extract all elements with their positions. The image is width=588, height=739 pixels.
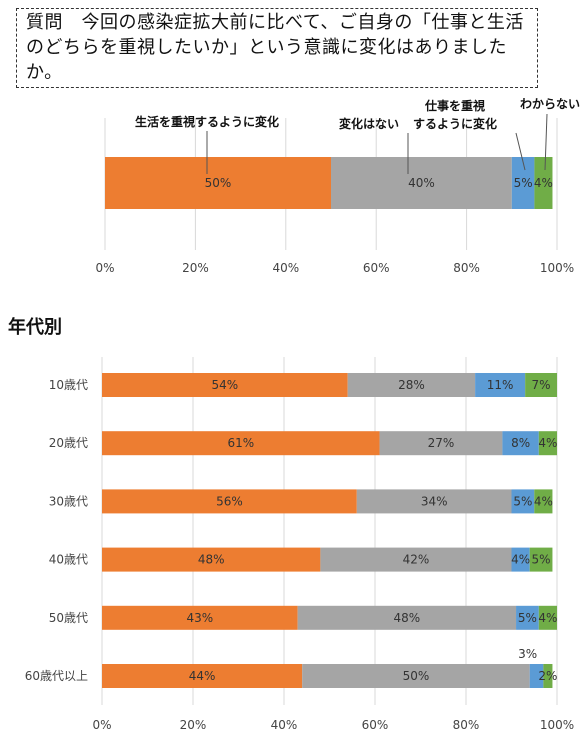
age-data-label-life: 56% bbox=[216, 494, 243, 508]
age-bar-life bbox=[102, 431, 380, 456]
age-bar-life bbox=[102, 489, 357, 514]
age-bar-unknown bbox=[538, 605, 557, 630]
age-bar-unknown bbox=[538, 431, 557, 456]
age-bar-no-change bbox=[320, 547, 512, 572]
overall-leader-unknown bbox=[544, 113, 548, 171]
age-bar-no-change bbox=[379, 431, 503, 456]
age-bar-no-change bbox=[356, 489, 512, 514]
overall-x-tick-label: 100% bbox=[540, 261, 574, 275]
age-data-label-no-change: 28% bbox=[398, 378, 425, 392]
age-data-label-life: 44% bbox=[189, 669, 216, 683]
overall-annotation-work-line: 仕事を重視 bbox=[424, 98, 485, 113]
age-category-label: 20歳代 bbox=[49, 436, 88, 450]
age-bar-unknown bbox=[529, 547, 553, 572]
age-x-tick-label: 20% bbox=[180, 718, 207, 732]
age-category-label: 10歳代 bbox=[49, 378, 88, 392]
age-data-label-no-change: 27% bbox=[428, 436, 455, 450]
age-data-label-unknown: 4% bbox=[534, 494, 553, 508]
overall-bar-life bbox=[105, 157, 331, 209]
overall-data-label-no-change: 40% bbox=[408, 176, 435, 190]
age-data-label-work: 4% bbox=[511, 553, 530, 567]
age-x-tick-label: 60% bbox=[362, 718, 389, 732]
age-category-label: 40歳代 bbox=[49, 553, 88, 567]
age-bar-no-change bbox=[297, 605, 517, 630]
age-data-label-life: 61% bbox=[227, 436, 254, 450]
age-data-label-work: 11% bbox=[487, 378, 514, 392]
age-data-label-no-change: 50% bbox=[403, 669, 430, 683]
age-bar-unknown bbox=[525, 373, 557, 397]
section-title: 年代別 bbox=[8, 317, 62, 338]
age-bar-life bbox=[102, 605, 298, 630]
age-data-label-unknown: 4% bbox=[538, 436, 557, 450]
age-data-label-unknown: 2% bbox=[538, 669, 557, 683]
age-bar-work bbox=[475, 373, 526, 397]
age-data-label-life: 43% bbox=[186, 611, 213, 625]
age-data-label-no-change: 48% bbox=[394, 611, 421, 625]
age-bar-unknown bbox=[543, 664, 553, 688]
age-x-tick-label: 80% bbox=[453, 718, 480, 732]
overall-x-tick-label: 20% bbox=[182, 261, 209, 275]
age-data-label-work: 8% bbox=[511, 436, 530, 450]
age-bar-work bbox=[502, 431, 539, 456]
age-data-label-no-change: 42% bbox=[403, 553, 430, 567]
overall-x-tick-label: 40% bbox=[272, 261, 299, 275]
age-data-label-work: 5% bbox=[518, 611, 537, 625]
overall-leader-work bbox=[515, 132, 526, 171]
age-bar-work bbox=[511, 489, 535, 514]
age-data-label-life: 48% bbox=[198, 553, 225, 567]
age-data-label-life: 54% bbox=[212, 378, 239, 392]
overall-x-tick-label: 0% bbox=[95, 261, 114, 275]
overall-x-tick-label: 60% bbox=[363, 261, 390, 275]
age-data-label-work: 5% bbox=[513, 494, 532, 508]
age-data-label-work: 3% bbox=[518, 647, 537, 661]
age-bar-life bbox=[102, 373, 348, 397]
overall-data-label-unknown: 4% bbox=[534, 176, 553, 190]
age-data-label-no-change: 34% bbox=[421, 494, 448, 508]
age-data-label-unknown: 4% bbox=[538, 611, 557, 625]
age-data-label-unknown: 7% bbox=[532, 378, 551, 392]
age-x-tick-label: 0% bbox=[92, 718, 111, 732]
age-data-label-unknown: 5% bbox=[532, 553, 551, 567]
age-bar-no-change bbox=[347, 373, 476, 397]
overall-annotation-work-line: するように変化 bbox=[413, 116, 497, 131]
overall-data-label-life: 50% bbox=[205, 176, 232, 190]
overall-bar-work bbox=[511, 157, 535, 209]
age-bar-no-change bbox=[302, 664, 530, 688]
question-box bbox=[16, 8, 538, 88]
age-category-label: 30歳代 bbox=[49, 494, 88, 508]
overall-x-tick-label: 80% bbox=[453, 261, 480, 275]
age-category-label: 50歳代 bbox=[49, 611, 88, 625]
age-category-label: 60歳代以上 bbox=[25, 669, 88, 683]
overall-annotation-life: 生活を重視するように変化 bbox=[135, 114, 279, 129]
age-bar-unknown bbox=[534, 489, 553, 514]
overall-annotation-no-change: 変化はない bbox=[339, 116, 399, 131]
age-bar-work bbox=[529, 664, 544, 688]
age-bar-life bbox=[102, 547, 321, 572]
overall-data-label-work: 5% bbox=[514, 176, 533, 190]
age-bar-work bbox=[511, 547, 530, 572]
age-bar-life bbox=[102, 664, 303, 688]
age-bar-work bbox=[516, 605, 539, 630]
question-text: 質問 今回の感染症拡大前に比べて、ご自身の「仕事と生活のどちらを重視したいか」と… bbox=[26, 12, 524, 83]
age-x-tick-label: 40% bbox=[271, 718, 298, 732]
age-x-tick-label: 100% bbox=[540, 718, 574, 732]
overall-bar-no-change bbox=[331, 157, 512, 209]
overall-bar-unknown bbox=[534, 157, 553, 209]
overall-annotation-unknown: わからない bbox=[520, 97, 580, 111]
